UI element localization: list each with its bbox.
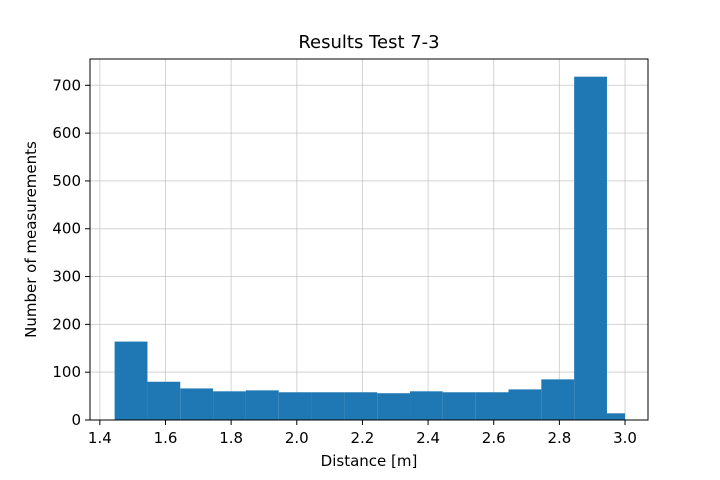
y-tick-label-7: 700 [52, 76, 81, 94]
histogram-bar-14 [574, 76, 607, 420]
histogram-bar-9 [410, 391, 443, 420]
x-tick-label-7: 2.8 [547, 429, 571, 447]
y-tick-label-6: 600 [52, 124, 81, 142]
histogram-bars [114, 76, 626, 420]
histogram-bar-7 [344, 392, 378, 420]
chart-title: Results Test 7-3 [298, 32, 439, 53]
histogram-bar-4 [245, 390, 279, 420]
x-tick-label-4: 2.2 [351, 429, 375, 447]
y-axis-label: Number of measurements [22, 141, 40, 338]
x-tick-label-0: 1.4 [88, 429, 112, 447]
histogram-bar-0 [114, 341, 148, 420]
y-tick-label-1: 100 [52, 363, 81, 381]
x-tick-label-2: 1.8 [219, 429, 243, 447]
histogram-bar-6 [311, 392, 345, 420]
histogram-bar-13 [541, 379, 575, 420]
grid-lines [90, 59, 648, 421]
histogram-bar-2 [180, 388, 214, 420]
y-tick-label-2: 200 [52, 315, 81, 333]
histogram-bar-11 [475, 392, 509, 420]
plot-frame [89, 58, 649, 421]
x-tick-label-5: 2.4 [416, 429, 440, 447]
x-tick-label-3: 2.0 [285, 429, 309, 447]
histogram-bar-15 [606, 413, 626, 420]
x-tick-label-1: 1.6 [154, 429, 178, 447]
y-tick-label-3: 300 [52, 268, 81, 286]
x-tick-label-6: 2.6 [482, 429, 506, 447]
histogram-bar-3 [213, 391, 246, 420]
x-tick-label-8: 3.0 [613, 429, 637, 447]
y-tick-label-5: 500 [52, 172, 81, 190]
histogram-bar-8 [377, 393, 411, 420]
histogram-bar-12 [508, 389, 542, 420]
axis-ticks: 1.4 1.6 1.8 2.0 2.2 2.4 2.6 2.8 3.0 0 100 200 300 400… [52, 76, 637, 447]
x-axis-label: Distance [m] [321, 452, 418, 470]
histogram-bar-5 [278, 392, 312, 420]
histogram-bar-1 [147, 381, 181, 420]
y-tick-label-0: 0 [71, 411, 81, 429]
histogram-bar-10 [442, 392, 476, 420]
y-tick-label-4: 400 [52, 220, 81, 238]
